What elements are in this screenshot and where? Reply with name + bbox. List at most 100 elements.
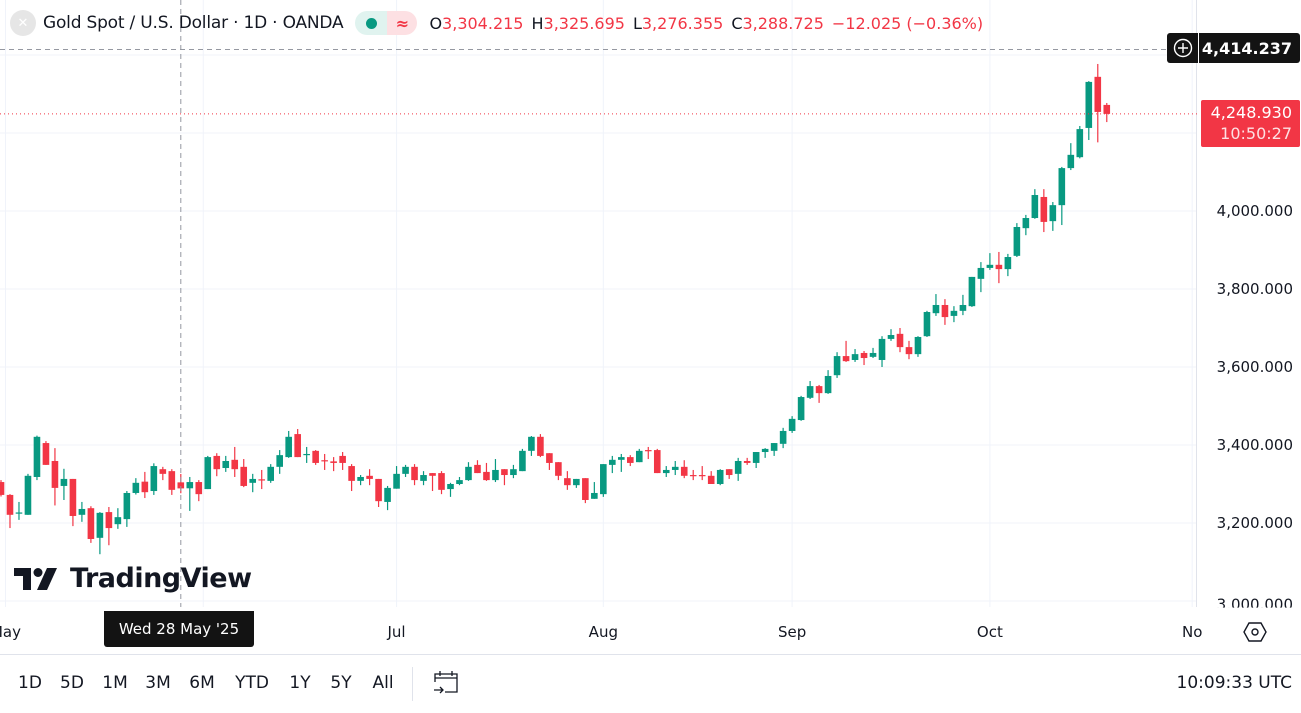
candle-down	[177, 482, 185, 489]
candle-up	[788, 418, 796, 431]
market-status-pill[interactable]: ≈	[355, 11, 418, 35]
chart-settings-icon[interactable]	[1243, 621, 1267, 647]
candle-up	[977, 267, 985, 279]
candle-up	[878, 338, 886, 360]
tradingview-logo[interactable]: TradingView	[14, 563, 252, 594]
candle-down	[689, 475, 697, 477]
candle-down	[860, 352, 868, 359]
candle-down	[438, 473, 445, 490]
candle-down	[582, 478, 589, 500]
candle-up	[770, 443, 778, 451]
range-3m-button[interactable]: 3M	[145, 673, 171, 693]
candle-up	[393, 473, 400, 489]
symbol-title[interactable]: Gold Spot / U.S. Dollar · 1D · OANDA	[43, 13, 344, 33]
candle-down	[680, 466, 688, 476]
time-tick-label: Sep	[777, 623, 807, 641]
symbol-legend: ✕ Gold Spot / U.S. Dollar · 1D · OANDA ≈…	[10, 9, 983, 37]
candle-up	[618, 457, 625, 460]
candle-up	[752, 452, 760, 463]
candle-up	[923, 312, 931, 337]
candle-down	[1103, 104, 1111, 114]
candle-down	[294, 434, 301, 458]
candle-down	[501, 469, 508, 476]
candle-up	[635, 450, 643, 463]
candle-down	[141, 481, 149, 493]
candle-down	[627, 457, 634, 463]
candle-up	[869, 352, 877, 357]
range-1m-button[interactable]: 1M	[102, 673, 128, 693]
candle-up	[204, 457, 212, 490]
candle-up	[150, 466, 158, 492]
candle-up	[932, 304, 940, 314]
candle-down	[339, 455, 346, 463]
candle-up	[33, 436, 41, 477]
candle-down	[231, 459, 239, 470]
candle-up	[833, 356, 841, 376]
candle-down	[698, 475, 706, 477]
candle-down	[815, 386, 823, 394]
candle-down	[240, 466, 248, 486]
candle-up	[384, 487, 391, 502]
candle-down	[258, 479, 266, 481]
range-all-button[interactable]: All	[372, 673, 394, 693]
crosshair-price-tag: 4,414.237	[1167, 33, 1300, 63]
price-tick-label: 3,000.000	[1216, 595, 1293, 608]
candle-down	[429, 473, 436, 476]
candle-down	[0, 482, 5, 495]
candle-up	[519, 450, 526, 472]
candle-up	[761, 448, 769, 453]
candle-up	[1085, 81, 1093, 128]
approx-data-icon: ≈	[387, 11, 418, 35]
candle-down	[941, 304, 949, 318]
candle-up	[986, 264, 994, 268]
last-price-tag: 4,248.930 10:50:27	[1201, 100, 1300, 147]
candle-down	[411, 466, 418, 481]
candle-up	[824, 375, 832, 394]
price-tick-label: 3,400.000	[1216, 436, 1293, 454]
candle-up	[1049, 205, 1057, 222]
candle-up	[1067, 154, 1075, 169]
time-tick-label: May	[0, 623, 21, 641]
add-plus-circle-icon[interactable]	[1167, 33, 1199, 63]
candle-down	[555, 462, 562, 476]
candle-up	[402, 466, 409, 474]
open-value: 3,304.215	[442, 13, 524, 33]
candle-up	[959, 304, 967, 311]
range-6m-button[interactable]: 6M	[189, 673, 215, 693]
candle-down	[537, 436, 544, 456]
price-tick-label: 4,000.000	[1216, 202, 1293, 220]
candle-up	[222, 460, 230, 469]
close-x-icon[interactable]: ✕	[10, 10, 36, 36]
candle-up	[950, 310, 958, 316]
candle-up	[573, 478, 580, 486]
candle-up	[357, 476, 364, 481]
range-5y-button[interactable]: 5Y	[330, 673, 352, 693]
bar-countdown: 10:50:27	[1220, 124, 1292, 143]
candlestick-chart[interactable]	[0, 0, 1197, 607]
high-key: H	[531, 13, 544, 33]
range-1d-button[interactable]: 1D	[18, 673, 42, 693]
candle-up	[914, 336, 922, 355]
candle-up	[609, 459, 616, 465]
open-key: O	[429, 13, 443, 33]
price-tick-label: 3,200.000	[1216, 514, 1293, 532]
candle-down	[743, 460, 751, 463]
range-1y-button[interactable]: 1Y	[289, 673, 311, 693]
candle-up	[114, 517, 122, 525]
candle-down	[842, 356, 850, 362]
candle-down	[42, 443, 50, 465]
range-ytd-button[interactable]: YTD	[235, 673, 269, 693]
candle-down	[896, 333, 904, 348]
go-to-date-calendar-icon[interactable]	[431, 668, 461, 702]
candle-up	[285, 436, 292, 458]
candle-up	[24, 475, 32, 515]
utc-clock[interactable]: 10:09:33 UTC	[1176, 673, 1292, 693]
range-5d-button[interactable]: 5D	[60, 673, 84, 693]
crosshair-price: 4,414.237	[1201, 38, 1292, 58]
candle-down	[321, 460, 328, 462]
candle-up	[671, 466, 679, 470]
candle-up	[806, 386, 814, 398]
candle-down	[366, 475, 373, 479]
candle-up	[1076, 129, 1084, 158]
candle-down	[1094, 76, 1102, 112]
